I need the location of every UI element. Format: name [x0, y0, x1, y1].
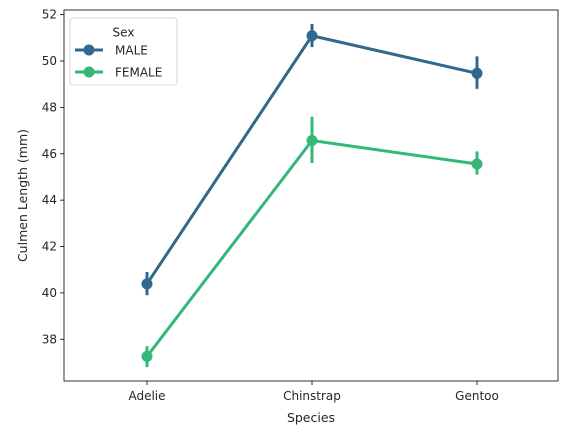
- y-tick-label: 38: [42, 332, 57, 346]
- legend-marker-male: [83, 44, 95, 56]
- legend-label-female: FEMALE: [115, 66, 162, 80]
- series-layer: [141, 23, 483, 368]
- point-male: [471, 67, 483, 79]
- legend-box: [69, 17, 178, 86]
- point-female: [141, 350, 153, 362]
- x-tick-label-adelie: Adelie: [128, 389, 165, 403]
- point-male: [141, 278, 153, 290]
- legend-title: Sex: [113, 26, 135, 40]
- x-tick-label-gentoo: Gentoo: [455, 389, 499, 403]
- point-female: [471, 158, 483, 170]
- point-female: [306, 135, 318, 147]
- x-axis: Adelie Chinstrap Gentoo: [128, 381, 499, 403]
- y-tick-label: 50: [42, 54, 57, 68]
- plot-frame: [63, 9, 559, 382]
- y-tick-label: 46: [42, 147, 57, 161]
- legend-marker-female: [83, 66, 95, 78]
- legend: Sex MALE FEMALE: [69, 17, 178, 86]
- y-tick-label: 40: [42, 286, 57, 300]
- series-line-female: [145, 139, 478, 358]
- y-axis-label: Culmen Length (mm): [15, 129, 30, 262]
- legend-label-male: MALE: [115, 44, 148, 58]
- y-tick-label: 44: [42, 193, 57, 207]
- y-axis: 38 40 42 44 46 48 50 52: [42, 8, 64, 346]
- x-axis-label: Species: [287, 410, 335, 425]
- x-tick-label-chinstrap: Chinstrap: [283, 389, 341, 403]
- y-tick-label: 52: [42, 8, 57, 22]
- point-male: [306, 30, 318, 42]
- y-tick-label: 48: [42, 100, 57, 114]
- y-tick-label: 42: [42, 240, 57, 254]
